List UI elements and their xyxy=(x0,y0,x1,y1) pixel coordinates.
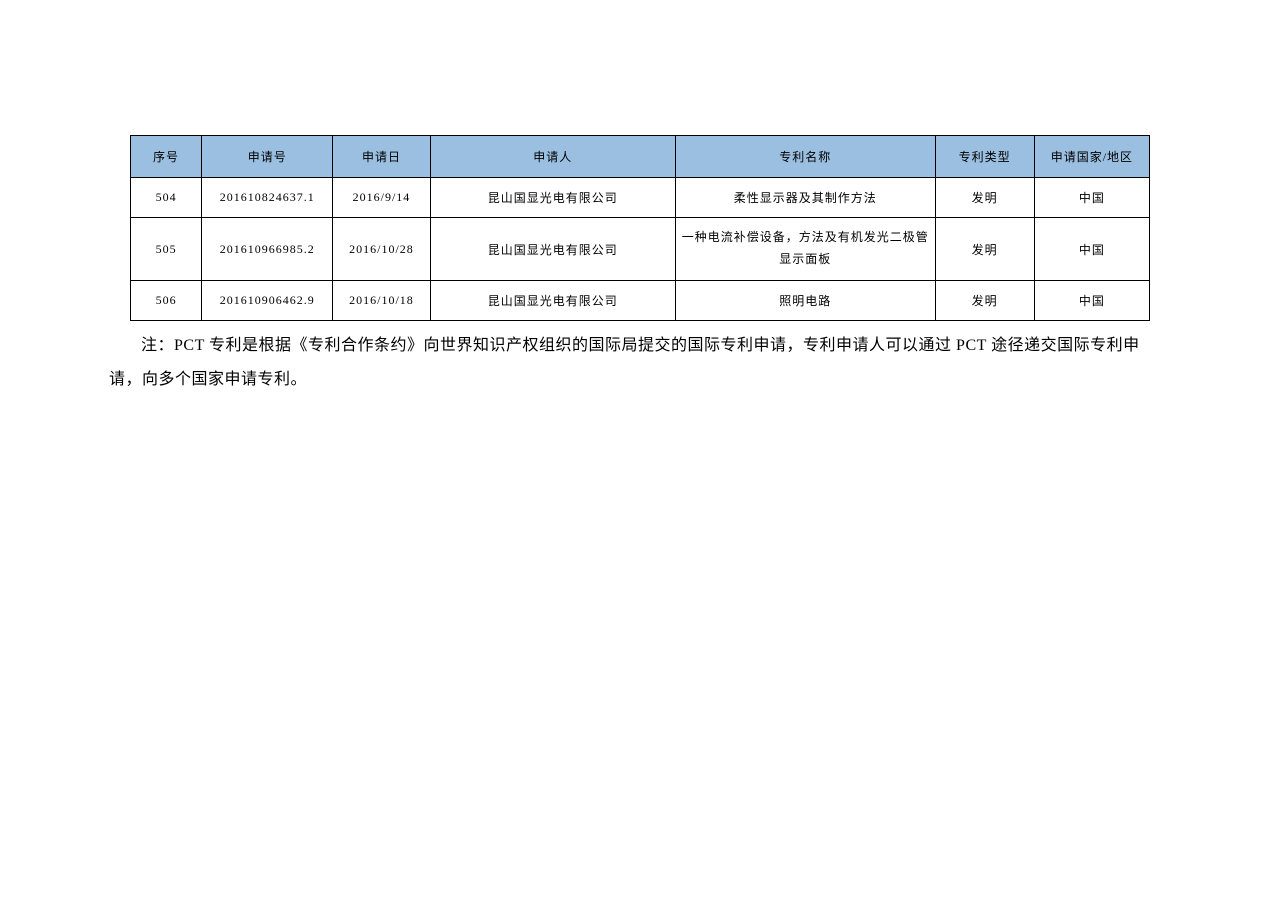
table-row: 505 201610966985.2 2016/10/28 昆山国显光电有限公司… xyxy=(131,218,1150,281)
cell-type: 发明 xyxy=(935,281,1034,321)
cell-date: 2016/10/28 xyxy=(333,218,430,281)
table-row: 506 201610906462.9 2016/10/18 昆山国显光电有限公司… xyxy=(131,281,1150,321)
patent-table: 序号 申请号 申请日 申请人 专利名称 专利类型 申请国家/地区 504 201… xyxy=(130,135,1150,321)
cell-name: 照明电路 xyxy=(676,281,936,321)
footnote: 注：PCT 专利是根据《专利合作条约》向世界知识产权组织的国际局提交的国际专利申… xyxy=(109,329,1171,398)
col-header-applicant: 申请人 xyxy=(430,136,675,178)
cell-applicant: 昆山国显光电有限公司 xyxy=(430,218,675,281)
cell-appno: 201610906462.9 xyxy=(202,281,333,321)
table-header-row: 序号 申请号 申请日 申请人 专利名称 专利类型 申请国家/地区 xyxy=(131,136,1150,178)
cell-date: 2016/10/18 xyxy=(333,281,430,321)
cell-index: 506 xyxy=(131,281,202,321)
col-header-name: 专利名称 xyxy=(676,136,936,178)
cell-date: 2016/9/14 xyxy=(333,178,430,218)
col-header-region: 申请国家/地区 xyxy=(1034,136,1149,178)
cell-type: 发明 xyxy=(935,218,1034,281)
col-header-index: 序号 xyxy=(131,136,202,178)
cell-name: 一种电流补偿设备，方法及有机发光二极管显示面板 xyxy=(676,218,936,281)
table-row: 504 201610824637.1 2016/9/14 昆山国显光电有限公司 … xyxy=(131,178,1150,218)
cell-appno: 201610824637.1 xyxy=(202,178,333,218)
cell-applicant: 昆山国显光电有限公司 xyxy=(430,281,675,321)
cell-appno: 201610966985.2 xyxy=(202,218,333,281)
cell-region: 中国 xyxy=(1034,178,1149,218)
cell-region: 中国 xyxy=(1034,218,1149,281)
cell-region: 中国 xyxy=(1034,281,1149,321)
col-header-type: 专利类型 xyxy=(935,136,1034,178)
cell-type: 发明 xyxy=(935,178,1034,218)
cell-name: 柔性显示器及其制作方法 xyxy=(676,178,936,218)
cell-index: 504 xyxy=(131,178,202,218)
col-header-date: 申请日 xyxy=(333,136,430,178)
cell-index: 505 xyxy=(131,218,202,281)
cell-applicant: 昆山国显光电有限公司 xyxy=(430,178,675,218)
col-header-appno: 申请号 xyxy=(202,136,333,178)
